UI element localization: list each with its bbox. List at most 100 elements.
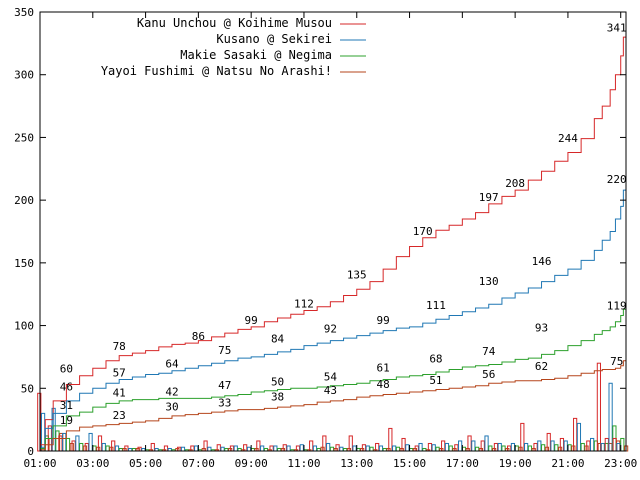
hist-bar <box>88 432 93 452</box>
data-label: 57 <box>113 367 126 380</box>
x-tick-label: 01:00 <box>23 457 56 470</box>
y-tick-label: 0 <box>27 445 34 458</box>
bar-layer <box>37 362 629 452</box>
plot-frame <box>39 11 627 452</box>
hist-bar <box>326 442 331 452</box>
data-label: 54 <box>324 370 338 383</box>
legend-label: Yayoi Fushimi @ Natsu No Arashi! <box>101 64 332 78</box>
data-label: 111 <box>426 299 446 312</box>
series-line <box>40 356 627 451</box>
hist-bar <box>550 440 555 452</box>
data-label: 220 <box>607 173 627 186</box>
y-tick-label: 300 <box>14 69 34 82</box>
hist-bar <box>488 445 493 452</box>
hist-bar <box>590 437 595 452</box>
hist-bar <box>563 440 568 452</box>
hist-bar <box>444 442 450 452</box>
axis-ticks: 0 50 100 150 200 250 300 350 01:00 03:00 05:00 07:0… <box>14 6 637 470</box>
hist-bar <box>576 422 582 452</box>
series-line <box>40 301 627 449</box>
hist-bar <box>388 427 393 452</box>
x-tick-label: 03:00 <box>76 457 109 470</box>
hist-bar <box>75 435 80 452</box>
x-tick-label: 23:00 <box>604 457 637 470</box>
hist-bar <box>537 440 542 452</box>
data-label: 208 <box>505 177 525 190</box>
hist-bar <box>233 445 238 452</box>
hist-bar <box>378 445 384 452</box>
data-label: 135 <box>347 269 367 282</box>
hist-bar <box>40 412 46 452</box>
y-tick-label: 250 <box>14 131 34 144</box>
series-lines <box>40 23 627 451</box>
data-label: 38 <box>271 390 284 403</box>
data-label: 60 <box>60 363 73 376</box>
y-tick-label: 100 <box>14 320 34 333</box>
legend-label: Kusano @ Sekirei <box>216 32 332 46</box>
hist-bar <box>194 445 199 452</box>
hist-bar <box>220 446 225 452</box>
data-label: 92 <box>324 323 337 336</box>
y-tick-label: 150 <box>14 257 34 270</box>
hist-bar <box>299 444 304 452</box>
data-label: 68 <box>429 353 442 366</box>
hist-bar <box>435 446 440 452</box>
data-label: 78 <box>113 340 126 353</box>
hist-bar <box>392 445 397 452</box>
hist-bar <box>352 445 357 452</box>
data-label: 47 <box>218 379 231 392</box>
hist-bar <box>608 382 613 452</box>
hist-bar <box>101 442 106 452</box>
y-tick-label: 50 <box>21 382 34 395</box>
data-label: 23 <box>113 409 126 422</box>
hist-bar <box>554 444 559 452</box>
hist-bar <box>365 445 370 452</box>
hist-bar <box>62 432 67 452</box>
data-label: 93 <box>535 321 548 334</box>
data-labels: 60 78 86 99 112 135 170 197 208 244 341 46 57 64 75 84 9… <box>60 21 627 427</box>
data-label: 42 <box>165 385 178 398</box>
x-tick-label: 15:00 <box>393 457 426 470</box>
data-label: 119 <box>607 300 627 313</box>
data-label: 43 <box>324 384 337 397</box>
hist-bar <box>475 446 480 452</box>
data-label: 197 <box>479 191 499 204</box>
data-label: 41 <box>113 387 126 400</box>
hist-bar <box>510 442 516 452</box>
hist-bar <box>541 444 546 452</box>
data-label: 30 <box>165 400 178 413</box>
hist-bar <box>600 442 605 452</box>
x-tick-label: 09:00 <box>235 457 268 470</box>
x-tick-label: 07:00 <box>182 457 215 470</box>
hist-bar <box>458 440 463 452</box>
x-tick-label: 05:00 <box>129 457 162 470</box>
hist-bar <box>405 444 410 452</box>
data-label: 74 <box>482 345 496 358</box>
hist-bar <box>79 442 84 452</box>
data-label: 130 <box>479 275 499 288</box>
y-tick-label: 350 <box>14 6 34 19</box>
data-label: 84 <box>271 333 285 346</box>
hist-bar <box>329 446 335 452</box>
y-tick-label: 200 <box>14 194 34 207</box>
hist-bar <box>286 445 291 452</box>
hist-bar <box>604 437 609 452</box>
data-label: 341 <box>607 21 627 34</box>
hist-bar <box>431 444 436 452</box>
data-label: 244 <box>558 132 578 145</box>
hist-bar <box>207 446 212 452</box>
series-line <box>40 175 627 448</box>
x-tick-label: 19:00 <box>499 457 532 470</box>
data-label: 61 <box>377 361 390 374</box>
data-label: 86 <box>192 330 205 343</box>
x-tick-label: 17:00 <box>446 457 479 470</box>
hist-bar <box>448 445 453 452</box>
hist-bar <box>369 446 374 452</box>
data-label: 64 <box>165 358 179 371</box>
hist-bar <box>395 446 401 452</box>
hist-bar <box>418 442 423 452</box>
data-label: 46 <box>60 380 73 393</box>
hist-bar <box>501 445 506 452</box>
data-label: 62 <box>535 360 548 373</box>
